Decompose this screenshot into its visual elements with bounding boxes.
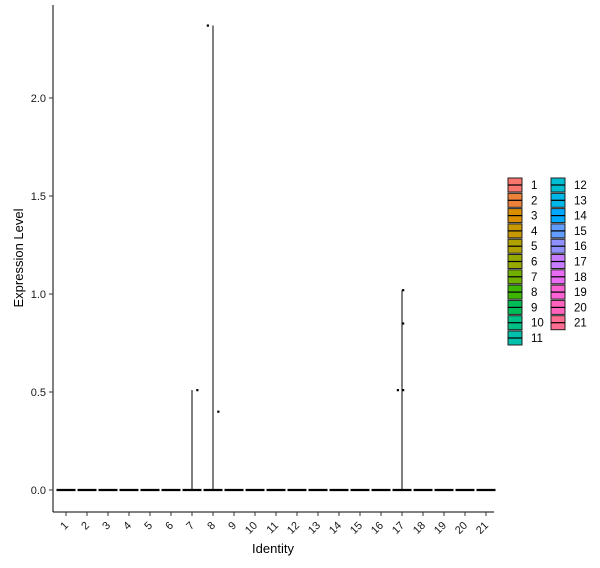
violins	[56, 25, 496, 492]
x-tick-label: 2	[79, 520, 92, 533]
legend-label: 4	[531, 226, 538, 238]
x-tick-label: 6	[163, 520, 176, 533]
x-tick-label: 14	[327, 520, 344, 537]
legend-label: 11	[531, 333, 543, 345]
legend-label: 18	[574, 272, 587, 284]
x-tick-label: 9	[226, 520, 239, 533]
x-axis-title: Identity	[252, 541, 294, 556]
x-tick-label: 11	[265, 520, 282, 537]
legend-label: 16	[574, 241, 587, 253]
x-tick-label: 20	[453, 520, 470, 537]
x-tick-label: 17	[390, 520, 407, 537]
legend-label: 10	[531, 318, 544, 330]
y-tick-label: 0.5	[31, 387, 46, 399]
axes	[52, 5, 494, 513]
data-point	[402, 322, 405, 325]
y-axis-title: Expression Level	[11, 208, 26, 307]
legend-label: 2	[531, 195, 537, 207]
legend-label: 7	[531, 272, 537, 284]
x-ticks: 1 2 3 4 5 6 7 8 9 10 11 12 13 14 15 16 17 18 19 20 21	[58, 512, 491, 537]
x-tick-label: 21	[474, 520, 491, 537]
data-point	[402, 389, 405, 392]
legend-label: 17	[574, 257, 587, 269]
legend-label: 8	[531, 287, 537, 299]
legend-label: 14	[574, 211, 587, 223]
legend-label: 13	[574, 195, 587, 207]
legend-label: 9	[531, 302, 537, 314]
data-point	[196, 389, 199, 392]
x-tick-label: 13	[306, 520, 323, 537]
x-tick-label: 7	[184, 520, 197, 533]
x-tick-label: 19	[432, 520, 449, 537]
data-point	[402, 289, 405, 292]
x-tick-label: 18	[411, 520, 428, 537]
y-tick-label: 2.0	[31, 93, 46, 105]
data-point	[396, 389, 399, 392]
x-tick-label: 12	[285, 520, 302, 537]
x-tick-label: 4	[121, 520, 134, 533]
y-tick-label: 1.5	[31, 191, 46, 203]
x-tick-label: 1	[58, 520, 71, 533]
x-tick-label: 16	[369, 520, 386, 537]
y-ticks: 0.0 0.5 1.0 1.5 2.0	[31, 93, 53, 497]
x-tick-label: 10	[243, 520, 260, 537]
legend-label: 6	[531, 257, 537, 269]
y-tick-label: 0.0	[31, 485, 46, 497]
legend-label: 5	[531, 241, 537, 253]
x-tick-label: 3	[100, 520, 113, 533]
data-point	[206, 24, 209, 27]
data-point	[217, 410, 220, 413]
points	[196, 24, 405, 413]
legend-label: 3	[531, 211, 537, 223]
legend-label: 12	[574, 180, 587, 192]
legend-label: 15	[574, 226, 587, 238]
legend-label: 21	[574, 318, 587, 330]
legend-label: 19	[574, 287, 587, 299]
y-tick-label: 1.0	[31, 289, 46, 301]
legend-label: 1	[531, 180, 537, 192]
x-tick-label: 8	[205, 520, 218, 533]
legend-label: 20	[574, 302, 587, 314]
x-tick-label: 15	[348, 520, 365, 537]
x-tick-label: 5	[142, 520, 155, 533]
